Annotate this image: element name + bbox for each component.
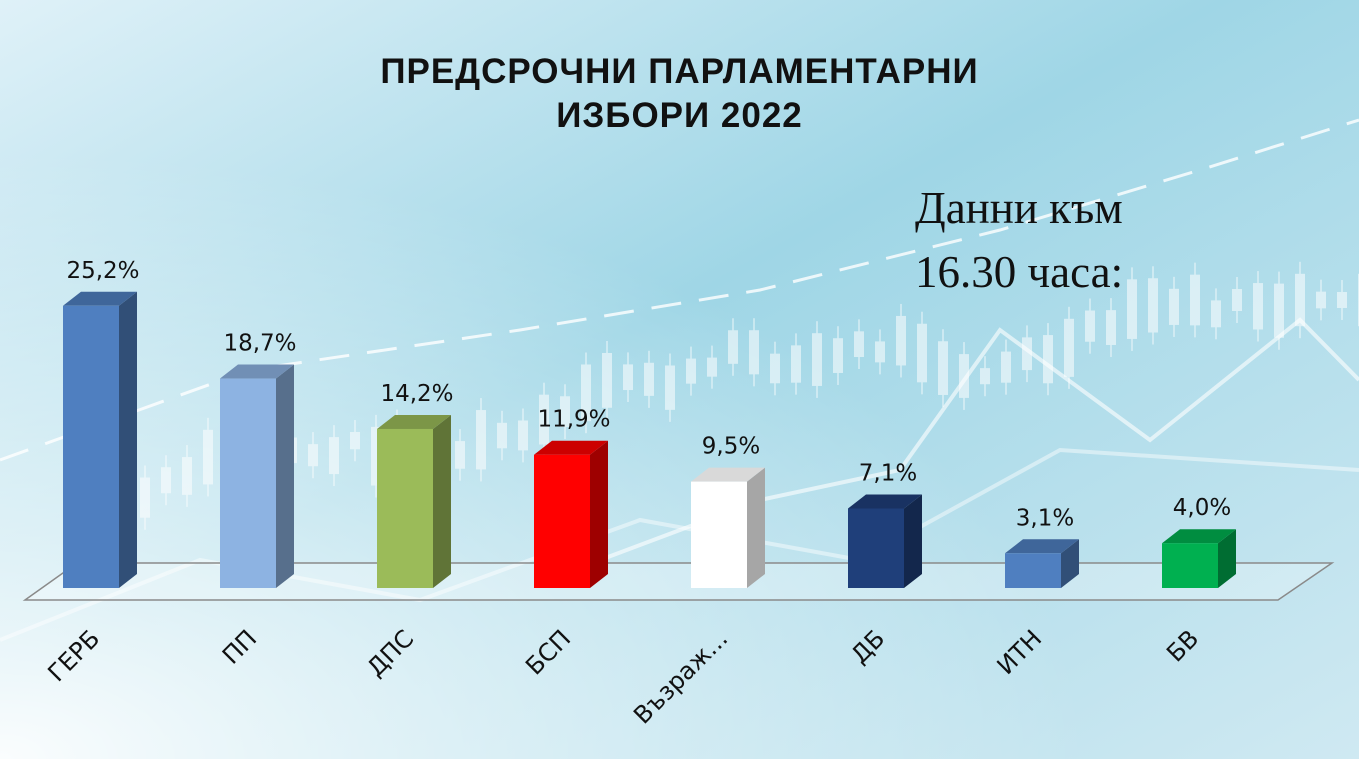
category-label: ДПС <box>362 624 420 682</box>
background-candle <box>497 422 507 449</box>
background-candle <box>1127 279 1137 339</box>
background-candle <box>1295 273 1305 327</box>
background-candle <box>707 357 717 377</box>
bar <box>377 428 433 588</box>
background-candle <box>140 477 150 518</box>
bar <box>1162 543 1218 588</box>
bar-side <box>119 291 137 588</box>
category-label: ДБ <box>846 624 891 669</box>
background-candle <box>203 429 213 485</box>
background-candle <box>791 345 801 383</box>
category-label: БВ <box>1161 624 1204 667</box>
category-label: ПП <box>217 624 262 669</box>
background-candle <box>686 358 696 384</box>
bar-side <box>1218 529 1236 588</box>
background-candle <box>875 341 885 363</box>
bar-top <box>848 494 922 509</box>
bar-side <box>590 440 608 588</box>
category-label: БСП <box>520 624 576 680</box>
background-candle <box>854 331 864 357</box>
background-candle <box>1022 337 1032 371</box>
background-candle <box>833 338 843 373</box>
bar-side <box>433 414 451 588</box>
category-label: ГЕРБ <box>42 624 105 687</box>
bar-top <box>1005 539 1079 554</box>
value-label: 4,0% <box>1173 495 1231 521</box>
background-candle <box>602 352 612 408</box>
background-candle <box>749 330 759 375</box>
background-candle <box>1274 283 1284 338</box>
background-candle <box>161 467 171 494</box>
bar-top <box>63 291 137 306</box>
value-label: 14,2% <box>380 381 453 407</box>
background-candle <box>1001 351 1011 383</box>
background-candle <box>770 353 780 384</box>
value-label: 3,1% <box>1016 505 1074 531</box>
background-candle <box>1337 292 1347 308</box>
background-candle <box>812 333 822 386</box>
background-candle <box>1043 335 1053 384</box>
bar-top <box>220 364 294 379</box>
bar <box>534 454 590 588</box>
background-candle <box>1169 288 1179 325</box>
bar-top <box>1162 529 1236 544</box>
background-candle <box>350 432 360 450</box>
data-time-note-line2: 16.30 часа: <box>915 247 1124 297</box>
value-label: 9,5% <box>702 434 760 460</box>
background-candle <box>1148 278 1158 333</box>
bar-side <box>747 467 765 588</box>
bar <box>220 378 276 588</box>
value-label: 11,9% <box>537 407 610 433</box>
category-label: Възраж... <box>628 624 733 729</box>
background-candle <box>1211 300 1221 328</box>
background-candle <box>1064 318 1074 377</box>
background-candle <box>581 364 591 422</box>
background-candle <box>959 354 969 398</box>
value-label: 25,2% <box>66 258 139 284</box>
background-candle <box>329 437 339 475</box>
background-candle <box>560 396 570 428</box>
bar <box>1005 553 1061 588</box>
bar-top <box>534 440 608 455</box>
background-candle <box>308 444 318 467</box>
value-label: 7,1% <box>859 460 917 486</box>
background-candle <box>1253 283 1263 330</box>
background-candle <box>938 341 948 395</box>
background-candle <box>1316 291 1326 309</box>
bar-top <box>377 414 451 429</box>
bar-top <box>691 467 765 482</box>
background-candle <box>1190 274 1200 326</box>
data-time-note-line1: Данни към <box>915 183 1123 233</box>
background-candle <box>917 323 927 383</box>
chart-title-line1: ПРЕДСРОЧНИ ПАРЛАМЕНТАРНИ <box>380 52 979 91</box>
bar <box>63 305 119 588</box>
category-label: ИТН <box>992 624 1048 680</box>
background-candle <box>476 410 486 470</box>
background-candle <box>644 362 654 396</box>
background-candle <box>182 457 192 495</box>
background-candle <box>1106 310 1116 345</box>
background-candle <box>518 420 528 451</box>
background-candle <box>455 441 465 469</box>
background-candle <box>371 426 381 486</box>
background-candle <box>728 330 738 364</box>
value-label: 18,7% <box>223 331 296 357</box>
chart-title-line2: ИЗБОРИ 2022 <box>556 96 803 135</box>
bar <box>848 508 904 588</box>
background-candle <box>1232 289 1242 311</box>
bar-side <box>904 494 922 588</box>
background-candle <box>623 364 633 391</box>
bar-side <box>276 364 294 588</box>
background-candle <box>1085 310 1095 342</box>
background-candle <box>896 315 906 366</box>
bar <box>691 481 747 588</box>
background-candle <box>539 394 549 445</box>
background-candle <box>980 368 990 385</box>
bar-side <box>1061 539 1079 588</box>
background-candle <box>665 365 675 410</box>
